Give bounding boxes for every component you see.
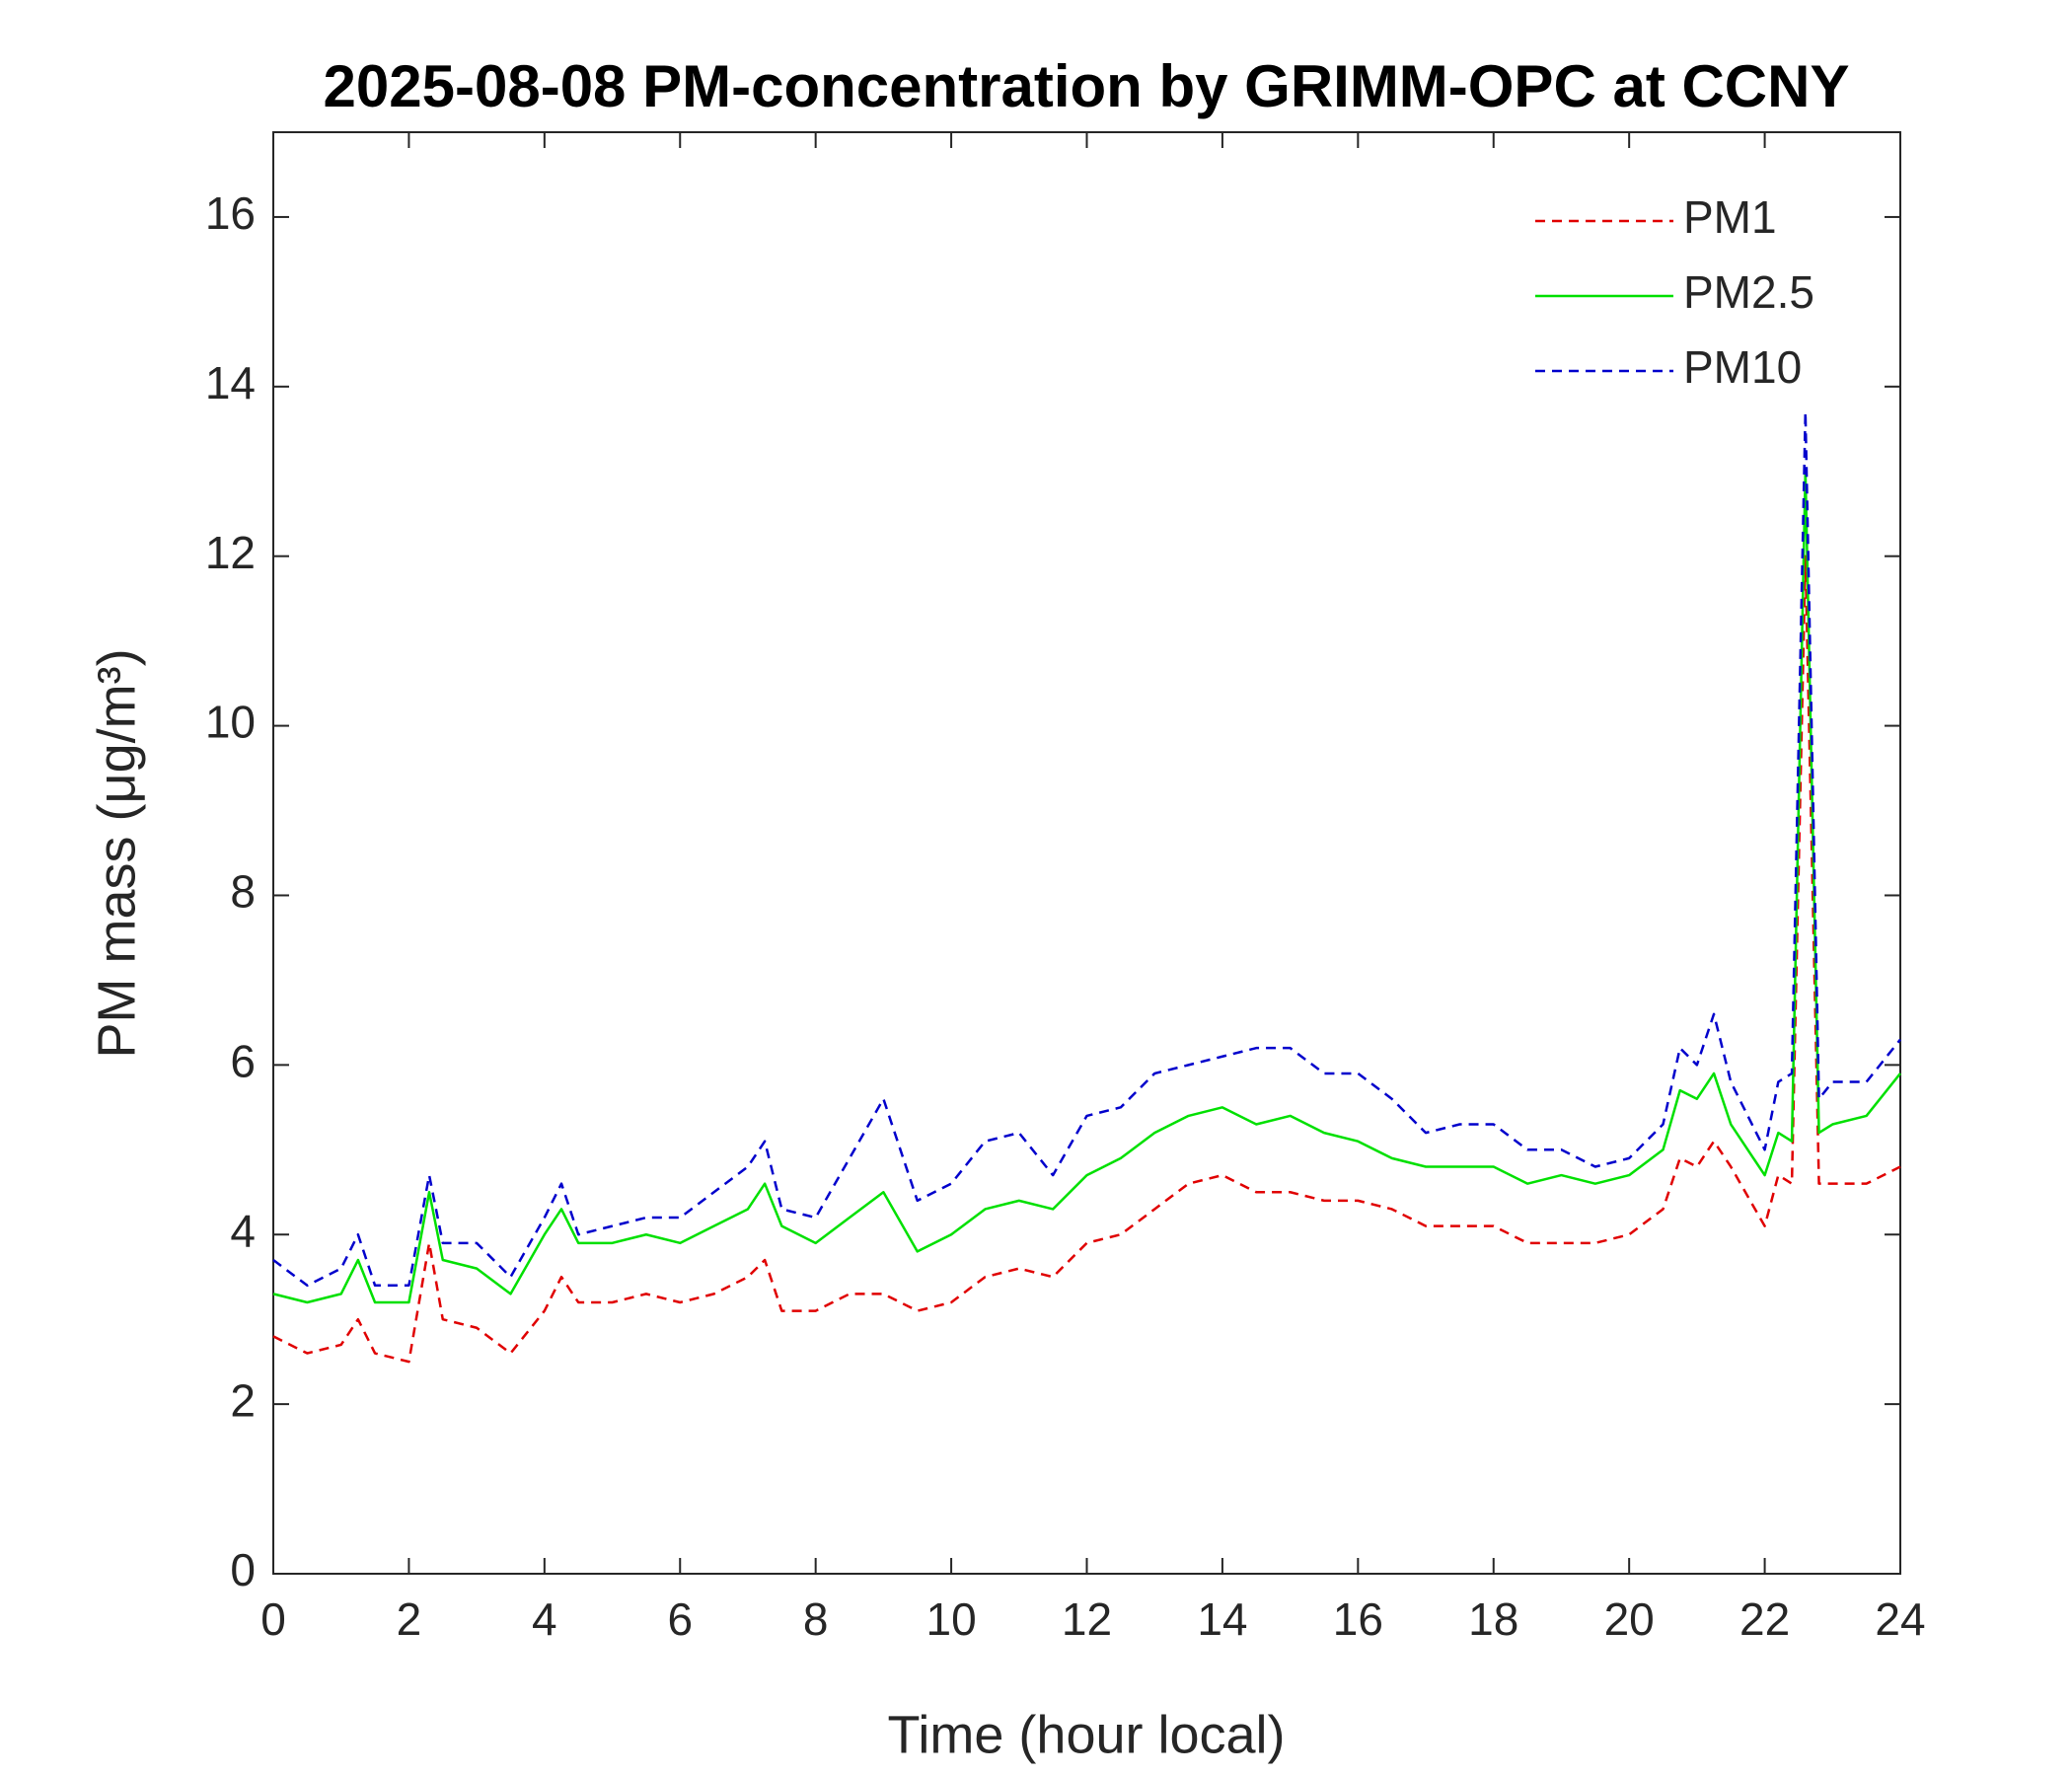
x-tick-label: 8: [803, 1593, 829, 1645]
x-tick-label: 6: [667, 1593, 693, 1645]
x-tick-label: 22: [1739, 1593, 1790, 1645]
x-tick-label: 0: [260, 1593, 286, 1645]
y-tick-label: 6: [230, 1036, 256, 1087]
x-tick-label: 12: [1062, 1593, 1112, 1645]
y-axis-label: PM mass (μg/m³): [87, 648, 146, 1058]
x-tick-label: 4: [532, 1593, 557, 1645]
legend-label: PM1: [1683, 191, 1777, 243]
series-line: [272, 555, 1901, 1364]
x-tick-label: 18: [1468, 1593, 1518, 1645]
y-tick-label: 0: [230, 1544, 256, 1595]
x-tick-label: 16: [1333, 1593, 1383, 1645]
x-axis-label: Time (hour local): [887, 1705, 1285, 1764]
series-line: [272, 470, 1901, 1304]
series-line: [272, 410, 1901, 1288]
x-tick-label: 20: [1604, 1593, 1655, 1645]
y-tick-label: 4: [230, 1205, 256, 1256]
legend-label: PM2.5: [1683, 266, 1814, 318]
y-tick-label: 12: [205, 527, 256, 578]
y-tick-label: 2: [230, 1374, 256, 1426]
y-tick-label: 16: [205, 187, 256, 239]
x-tick-label: 2: [397, 1593, 422, 1645]
x-tick-label: 14: [1197, 1593, 1247, 1645]
y-tick-label: 14: [205, 357, 256, 408]
chart-title: 2025-08-08 PM-concentration by GRIMM-OPC…: [324, 53, 1850, 119]
y-tick-label: 8: [230, 866, 256, 918]
y-tick-label: 10: [205, 697, 256, 748]
x-tick-label: 10: [925, 1593, 976, 1645]
legend-label: PM10: [1683, 341, 1802, 393]
x-tick-label: 24: [1875, 1593, 1925, 1645]
